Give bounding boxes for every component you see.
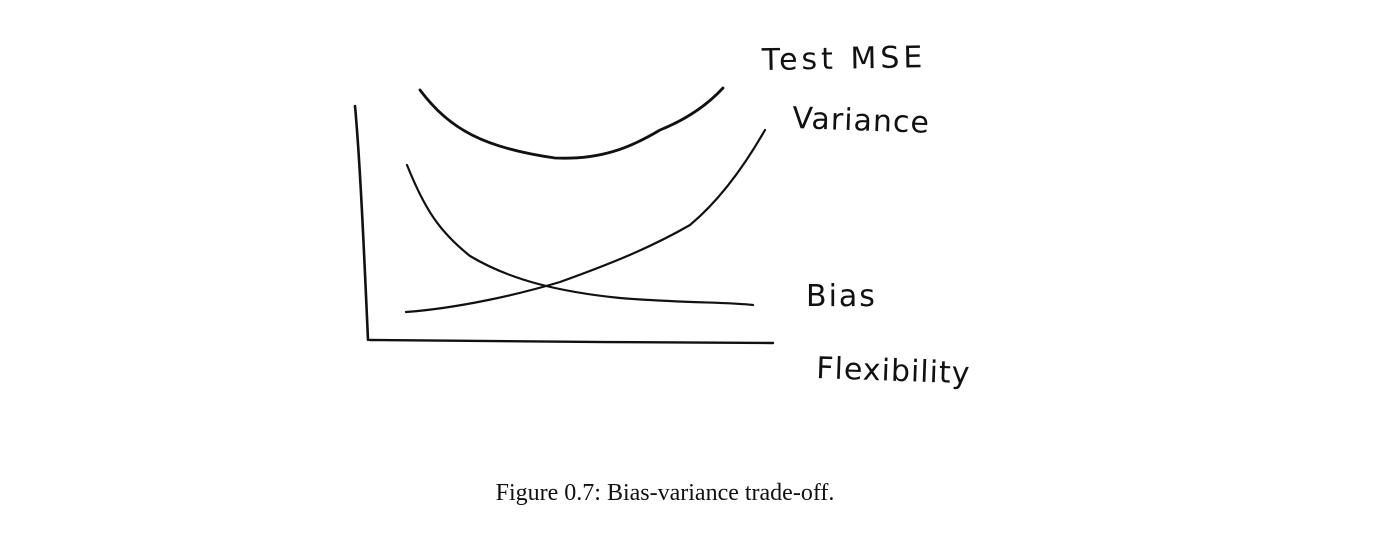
- x-axis: [368, 338, 775, 345]
- y-axis: [353, 104, 370, 342]
- variance-curve: [404, 128, 767, 314]
- bias-variance-sketch: Test MSE Variance Bias Flexibility: [353, 40, 971, 391]
- test-mse-label: Test MSE: [761, 40, 927, 78]
- flexibility-label: Flexibility: [816, 351, 971, 391]
- test-mse-curve: [418, 86, 725, 160]
- bias-curve: [405, 163, 755, 307]
- variance-label: Variance: [792, 101, 931, 141]
- figure-caption: Figure 0.7: Bias-variance trade-off.: [495, 480, 835, 506]
- bias-label: Bias: [806, 279, 877, 314]
